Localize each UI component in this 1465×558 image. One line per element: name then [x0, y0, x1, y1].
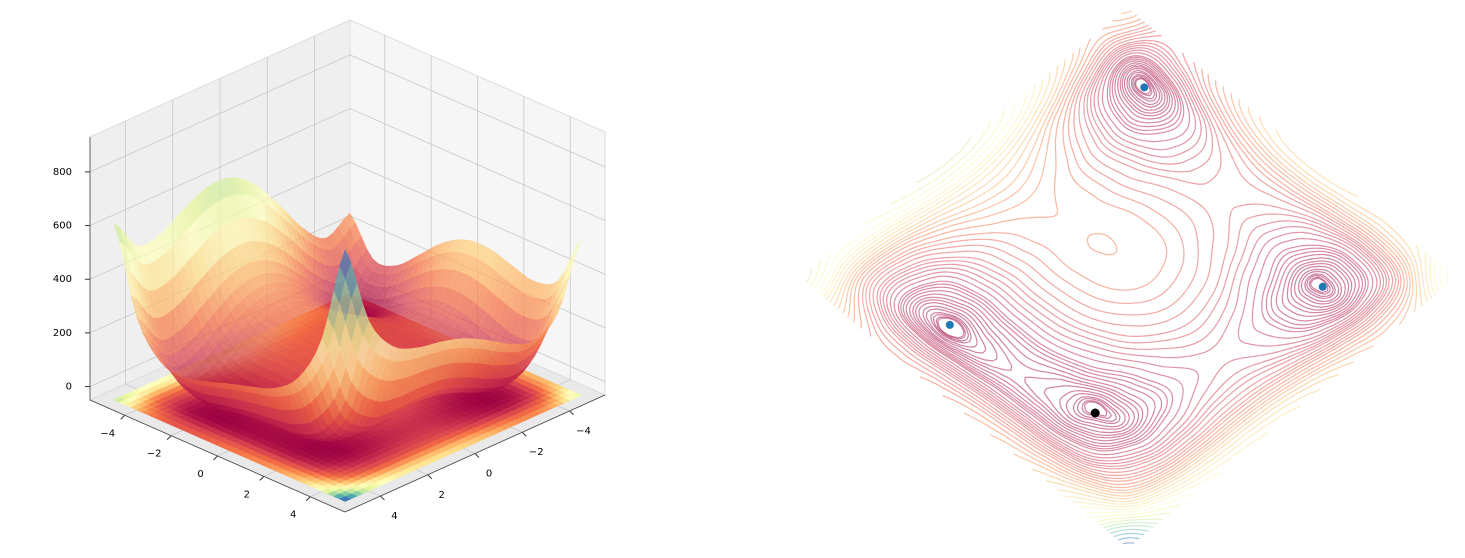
- tick-mark: [120, 414, 126, 420]
- contour-line: [820, 91, 1440, 510]
- contour-line: [823, 84, 1436, 508]
- contour-line: [816, 100, 1445, 514]
- contour-line: [905, 60, 1360, 445]
- contour-line: [1122, 542, 1135, 545]
- tick-mark: [380, 495, 385, 501]
- y-tick-label: 2: [244, 489, 250, 500]
- contour-line: [1103, 522, 1158, 529]
- grid-line: [349, 108, 606, 221]
- grid-line: [89, 108, 351, 226]
- contour-line: [825, 78, 1433, 505]
- x-tick-label: 4: [391, 511, 397, 522]
- x-tick-label: 2: [439, 490, 445, 501]
- contour-line: [932, 75, 1334, 423]
- contour-line: [876, 39, 1390, 470]
- z-tick-label: 200: [53, 328, 72, 339]
- contour-line: [930, 74, 1336, 425]
- surface-plot: −4 −2 0 2 4 −4 −2 0 2 4 0 200 400 600 800: [53, 19, 607, 522]
- contour-line: [889, 49, 1378, 459]
- contour-line: [813, 109, 1450, 519]
- contour-line: [915, 66, 1350, 436]
- z-tick-label: 600: [53, 221, 72, 232]
- floor-cell: [338, 496, 352, 502]
- y-tick-label: −2: [147, 449, 162, 460]
- contour-line: [909, 62, 1356, 442]
- tick-mark: [521, 431, 527, 437]
- contour-line: [1106, 525, 1154, 531]
- contour-line: [837, 59, 1418, 497]
- contour-line: [847, 14, 1411, 491]
- x-tick-label: −4: [576, 426, 591, 437]
- contour-line: [853, 18, 1408, 489]
- axis-line: [344, 394, 606, 513]
- x-tick-label: 0: [486, 469, 492, 480]
- contour-line: [868, 30, 1397, 477]
- contour-line: [833, 65, 1423, 500]
- contour-line: [1114, 532, 1145, 538]
- contour-line: [862, 24, 1402, 482]
- contour-line: [879, 42, 1388, 467]
- z-tick-label: 0: [66, 382, 72, 393]
- tick-mark: [213, 455, 218, 461]
- contour-line: [1110, 528, 1149, 535]
- point: [945, 320, 954, 329]
- y-tick-label: 0: [197, 469, 203, 480]
- contour-line: [886, 47, 1381, 462]
- contour-line: [882, 44, 1385, 465]
- grid-line: [349, 161, 606, 275]
- contour-line: [918, 67, 1346, 434]
- contour-line: [893, 52, 1374, 456]
- grid-line: [89, 54, 351, 173]
- tick-mark: [569, 410, 574, 416]
- contour-line: [865, 27, 1399, 480]
- axis-line: [89, 399, 346, 513]
- grid-line: [349, 54, 606, 168]
- tick-mark: [474, 453, 480, 458]
- contour-line: [902, 58, 1364, 447]
- z-tick-label: 400: [53, 274, 72, 285]
- contour-line: [922, 69, 1343, 430]
- contour-line: [842, 10, 1414, 494]
- contour-line: [829, 72, 1428, 503]
- tick-mark: [166, 435, 172, 440]
- point: [1140, 83, 1149, 92]
- contour-line: [857, 21, 1405, 486]
- tick-mark: [427, 474, 433, 480]
- contour-line: [900, 56, 1367, 450]
- contour-line: [809, 120, 1171, 523]
- contour-plot: [805, 10, 1450, 545]
- point: [1090, 408, 1100, 418]
- contour-line: [912, 64, 1353, 439]
- contour-line: [925, 71, 1340, 428]
- contour-line: [805, 136, 1163, 526]
- tick-mark: [305, 496, 311, 502]
- contour-line: [935, 76, 1331, 420]
- tick-mark: [259, 476, 265, 481]
- contour-line: [897, 55, 1369, 452]
- point: [1318, 282, 1327, 291]
- y-tick-label: 4: [290, 510, 296, 521]
- y-tick-label: −4: [100, 428, 115, 439]
- x-tick-label: −2: [529, 447, 544, 458]
- contour-line: [872, 34, 1394, 473]
- z-tick-label: 800: [53, 167, 72, 178]
- surface-cell: [339, 248, 352, 280]
- contour-line: [1118, 537, 1140, 541]
